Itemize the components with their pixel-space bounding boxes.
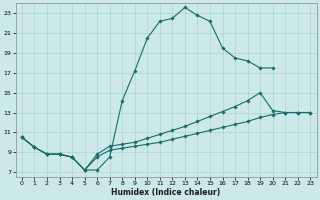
X-axis label: Humidex (Indice chaleur): Humidex (Indice chaleur): [111, 188, 221, 197]
